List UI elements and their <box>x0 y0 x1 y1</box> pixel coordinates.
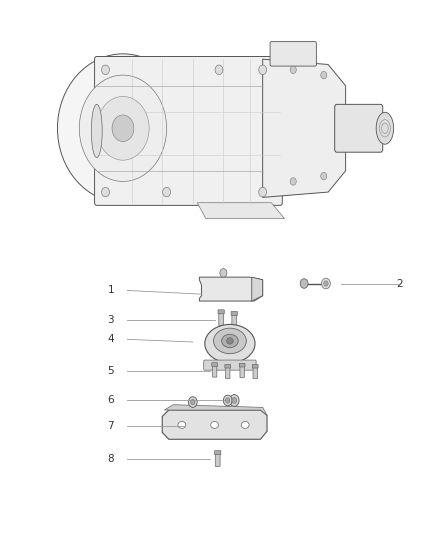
FancyBboxPatch shape <box>226 367 230 378</box>
Ellipse shape <box>79 75 166 181</box>
Circle shape <box>102 187 110 197</box>
Ellipse shape <box>178 422 186 429</box>
Polygon shape <box>164 405 267 415</box>
FancyBboxPatch shape <box>219 313 223 326</box>
Text: 3: 3 <box>108 314 114 325</box>
Circle shape <box>220 269 227 277</box>
Text: 7: 7 <box>108 421 114 431</box>
Circle shape <box>102 65 110 75</box>
Circle shape <box>290 66 296 74</box>
FancyBboxPatch shape <box>253 367 258 378</box>
Text: 4: 4 <box>108 334 114 344</box>
FancyBboxPatch shape <box>215 454 220 466</box>
FancyBboxPatch shape <box>335 104 383 152</box>
FancyBboxPatch shape <box>204 360 256 370</box>
Circle shape <box>226 398 230 403</box>
Circle shape <box>188 397 197 407</box>
FancyBboxPatch shape <box>231 311 237 316</box>
Circle shape <box>232 398 237 403</box>
FancyBboxPatch shape <box>95 56 283 205</box>
Ellipse shape <box>57 54 188 203</box>
Text: 6: 6 <box>108 395 114 406</box>
Polygon shape <box>199 277 263 301</box>
Circle shape <box>300 279 308 288</box>
Polygon shape <box>162 410 267 439</box>
Circle shape <box>321 172 327 180</box>
FancyBboxPatch shape <box>239 364 245 367</box>
Circle shape <box>259 65 267 75</box>
Ellipse shape <box>205 325 255 363</box>
FancyBboxPatch shape <box>232 314 237 327</box>
Circle shape <box>259 187 267 197</box>
FancyBboxPatch shape <box>212 363 218 367</box>
Ellipse shape <box>112 115 134 142</box>
Circle shape <box>324 281 328 286</box>
Ellipse shape <box>214 328 246 354</box>
Text: 1: 1 <box>108 286 114 295</box>
FancyBboxPatch shape <box>215 451 221 455</box>
Ellipse shape <box>97 96 149 160</box>
Text: 2: 2 <box>396 279 403 288</box>
FancyBboxPatch shape <box>270 42 316 66</box>
Circle shape <box>162 187 170 197</box>
FancyBboxPatch shape <box>225 365 231 368</box>
Circle shape <box>321 278 330 289</box>
Circle shape <box>215 65 223 75</box>
Circle shape <box>191 399 195 405</box>
Polygon shape <box>263 59 346 197</box>
Ellipse shape <box>211 422 219 429</box>
Ellipse shape <box>241 422 249 429</box>
Circle shape <box>321 71 327 79</box>
Ellipse shape <box>226 338 233 344</box>
Ellipse shape <box>222 334 238 348</box>
Ellipse shape <box>376 112 394 144</box>
Circle shape <box>223 395 232 406</box>
Circle shape <box>290 177 296 185</box>
FancyBboxPatch shape <box>218 310 224 314</box>
FancyBboxPatch shape <box>252 365 258 368</box>
Circle shape <box>230 394 239 406</box>
Polygon shape <box>197 203 285 219</box>
FancyBboxPatch shape <box>212 366 217 377</box>
Text: 8: 8 <box>108 454 114 464</box>
FancyBboxPatch shape <box>240 366 244 377</box>
Polygon shape <box>252 277 263 301</box>
Ellipse shape <box>91 104 102 158</box>
Text: 5: 5 <box>108 366 114 376</box>
